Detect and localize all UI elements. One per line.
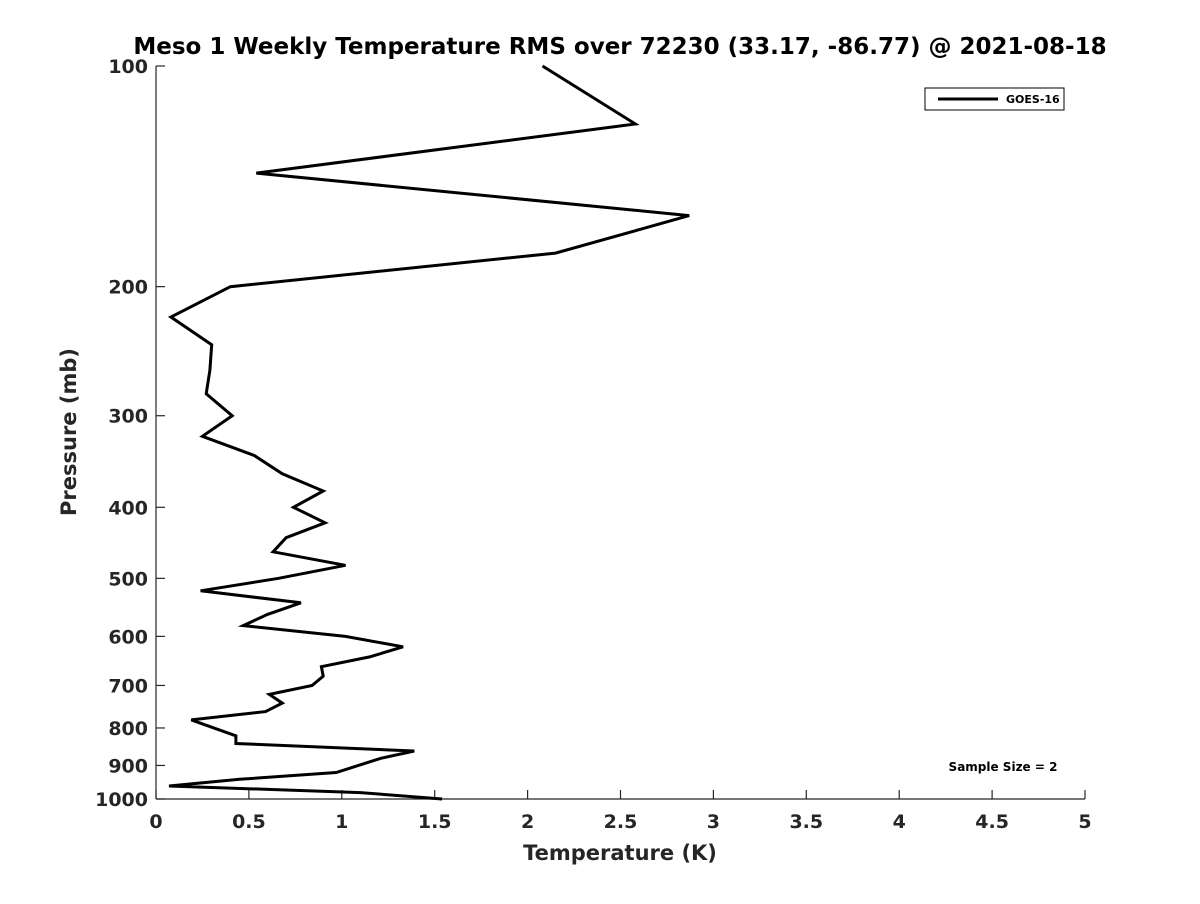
x-tick-label: 1.5 bbox=[418, 811, 452, 833]
x-tick-label: 1 bbox=[335, 811, 348, 833]
y-tick-label: 800 bbox=[108, 718, 148, 740]
y-tick-label: 300 bbox=[108, 406, 148, 428]
y-tick-label: 1000 bbox=[95, 789, 148, 811]
x-tick-label: 4 bbox=[893, 811, 906, 833]
x-tick-label: 0 bbox=[149, 811, 162, 833]
x-tick-label: 4.5 bbox=[975, 811, 1009, 833]
y-tick-label: 900 bbox=[108, 755, 148, 777]
x-axis-label: Temperature (K) bbox=[523, 841, 717, 865]
sample-size-annotation: Sample Size = 2 bbox=[949, 760, 1058, 774]
x-tick-label: 3 bbox=[707, 811, 720, 833]
y-tick-label: 500 bbox=[108, 568, 148, 590]
y-tick-label: 400 bbox=[108, 497, 148, 519]
x-tick-label: 5 bbox=[1078, 811, 1091, 833]
chart-title: Meso 1 Weekly Temperature RMS over 72230… bbox=[133, 34, 1106, 60]
y-tick-label: 200 bbox=[108, 277, 148, 299]
axes: 0 0.5 1 1.5 2 2.5 3 3.5 4 4.5 5 100 200 300 400 500 600 7… bbox=[95, 56, 1092, 833]
plot-area bbox=[169, 66, 689, 799]
x-tick-label: 2.5 bbox=[604, 811, 638, 833]
legend: GOES-16 bbox=[925, 88, 1064, 110]
y-tick-label: 700 bbox=[108, 675, 148, 697]
series-line-goes-16 bbox=[169, 66, 689, 799]
legend-label-goes-16: GOES-16 bbox=[1006, 93, 1060, 106]
y-tick-label: 100 bbox=[108, 56, 148, 78]
y-tick-label: 600 bbox=[108, 626, 148, 648]
x-tick-label: 2 bbox=[521, 811, 534, 833]
y-axis-label: Pressure (mb) bbox=[57, 348, 81, 516]
x-tick-label: 0.5 bbox=[232, 811, 266, 833]
x-tick-label: 3.5 bbox=[789, 811, 823, 833]
